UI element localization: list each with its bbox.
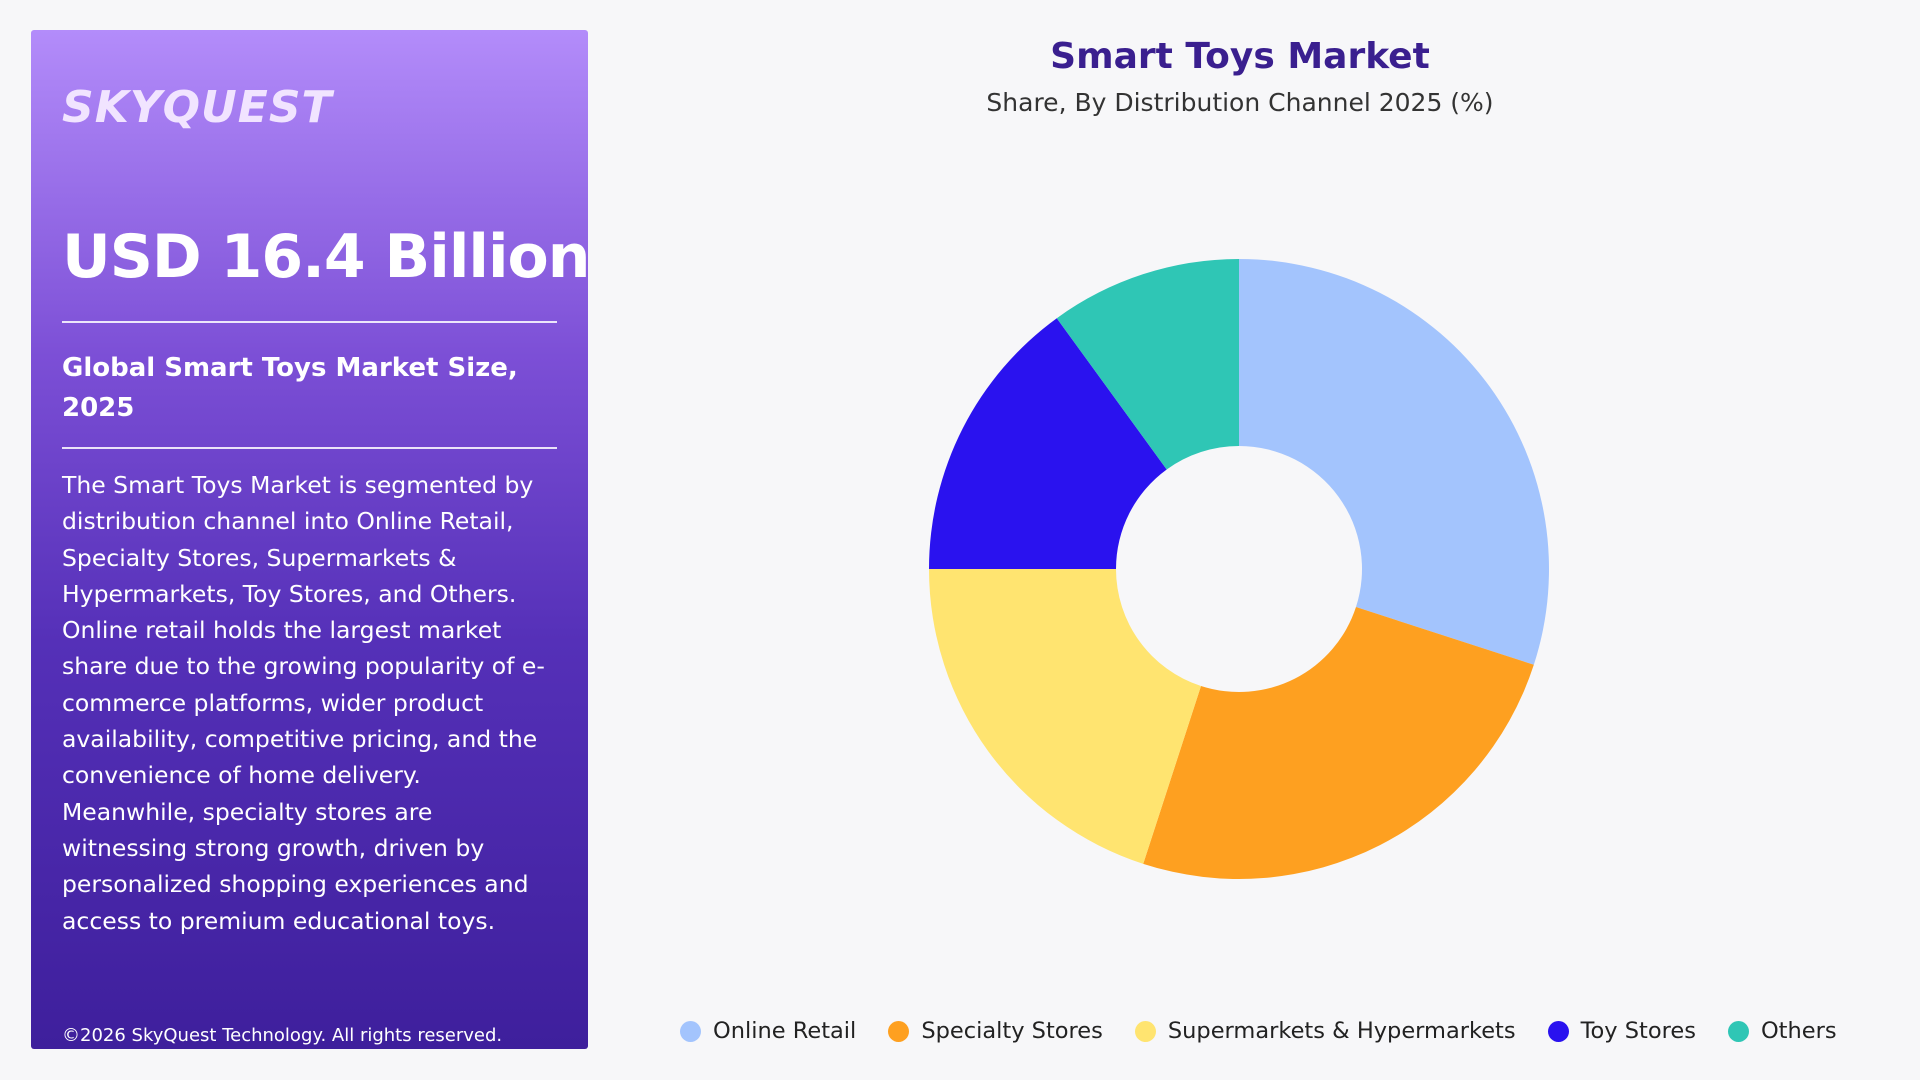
legend-swatch <box>1547 1020 1569 1042</box>
legend-label: Supermarkets & Hypermarkets <box>1167 1018 1516 1044</box>
legend-label: Toy Stores <box>1580 1018 1696 1044</box>
copyright-text: ©2026 SkyQuest Technology. All rights re… <box>62 1025 503 1046</box>
legend-item: Others <box>1727 1018 1837 1044</box>
legend-item: Online Retail <box>680 1018 856 1044</box>
market-size-label: Global Smart Toys Market Size, 2025 <box>62 353 518 423</box>
legend-item: Supermarkets & Hypermarkets <box>1134 1018 1516 1044</box>
donut-slice-specialty-stores <box>1143 607 1534 879</box>
legend-swatch <box>1727 1020 1749 1042</box>
divider <box>62 321 557 323</box>
donut-slice-others <box>1056 259 1239 470</box>
legend-item: Toy Stores <box>1547 1018 1696 1044</box>
info-panel: SKYQUEST USD 16.4 Billion Global Smart T… <box>31 30 590 1049</box>
donut-slice-toy-stores <box>929 318 1167 569</box>
market-description: The Smart Toys Market is segmented by di… <box>62 471 545 935</box>
legend-label: Specialty Stores <box>921 1018 1103 1044</box>
market-size-value: USD 16.4 Billion <box>62 222 590 292</box>
legend-swatch <box>1134 1020 1156 1042</box>
chart-subtitle: Share, By Distribution Channel 2025 (%) <box>986 88 1494 117</box>
legend-item: Specialty Stores <box>888 1018 1103 1044</box>
legend-label: Others <box>1760 1018 1837 1044</box>
skyquest-logo: SKYQUEST <box>62 82 333 133</box>
legend-swatch <box>888 1020 910 1042</box>
divider <box>62 447 557 449</box>
donut-slice-online-retail <box>1239 259 1549 665</box>
legend-label: Online Retail <box>713 1018 857 1044</box>
legend-swatch <box>680 1020 701 1042</box>
donut-slice-supermarkets-hypermarkets <box>929 569 1201 864</box>
chart-legend: Online Retail Specialty Stores Supermarket… <box>680 1018 1837 1044</box>
chart-title: Smart Toys Market <box>1050 36 1430 77</box>
